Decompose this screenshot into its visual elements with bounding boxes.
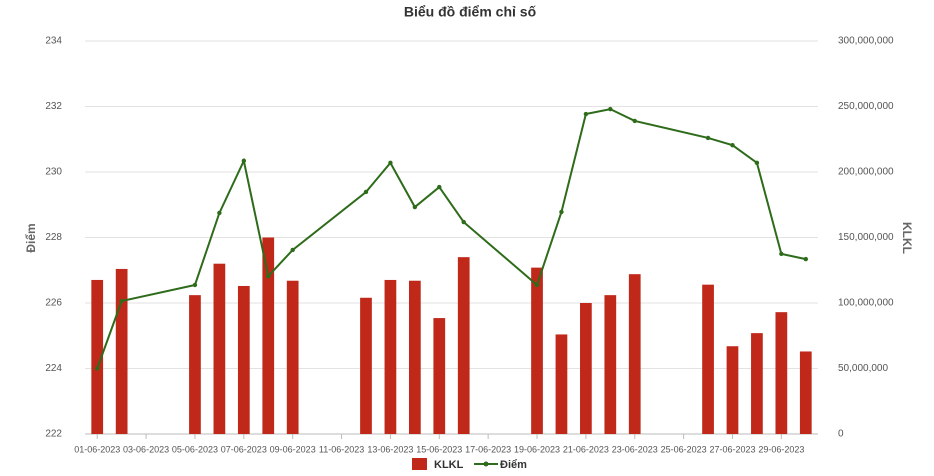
x-tick-label: 17-06-2023: [465, 444, 511, 454]
chart-title: Biểu đồ điểm chỉ số: [404, 4, 537, 20]
bar: [775, 312, 788, 434]
line-point: [534, 282, 540, 288]
x-tick-label: 01-06-2023: [74, 444, 120, 454]
y2-tick-label: 150,000,000: [838, 232, 894, 243]
line-point: [437, 184, 442, 190]
bar: [262, 237, 275, 434]
bar: [531, 267, 543, 434]
y-tick-label: 222: [45, 429, 62, 440]
line-point: [95, 366, 100, 371]
bar: [189, 295, 201, 434]
legend-swatch: [483, 461, 489, 467]
y-tick-label: 234: [45, 36, 62, 47]
line-point: [803, 256, 808, 262]
line-point: [730, 142, 735, 148]
y-tick-label: 226: [45, 298, 62, 309]
x-tick-label: 13-06-2023: [367, 444, 413, 454]
line-point: [461, 219, 466, 225]
line-point: [266, 273, 271, 279]
bar: [286, 280, 299, 434]
bar: [213, 263, 226, 434]
bar: [237, 285, 250, 434]
bar: [604, 295, 617, 434]
x-tick-label: 27-06-2023: [709, 444, 755, 454]
bar: [457, 257, 470, 434]
bar: [408, 280, 421, 434]
x-tick-label: 09-06-2023: [270, 444, 316, 454]
y2-tick-label: 250,000,000: [838, 101, 894, 112]
line-point: [559, 209, 564, 215]
y2-tick-label: 300,000,000: [838, 36, 894, 47]
x-tick-label: 23-06-2023: [612, 444, 658, 454]
legend-label: KLKL: [434, 459, 464, 471]
bar: [751, 333, 763, 434]
x-tick-label: 05-06-2023: [172, 444, 218, 454]
bar: [384, 279, 397, 434]
line-connector: [96, 108, 806, 369]
bar: [799, 351, 812, 434]
line-point: [241, 158, 247, 164]
line-point: [632, 118, 637, 124]
line-point: [412, 204, 418, 210]
line-point: [363, 189, 369, 195]
bar: [726, 346, 739, 434]
bar: [115, 268, 128, 434]
x-tick-label: 29-06-2023: [758, 444, 804, 454]
line-point: [192, 282, 198, 288]
x-tick-label: 21-06-2023: [563, 444, 609, 454]
legend-swatch: [412, 458, 427, 470]
y-tick-label: 232: [45, 101, 62, 112]
y-tick-label: 224: [45, 363, 62, 374]
line-point: [754, 160, 760, 166]
line-point: [608, 106, 613, 112]
bar: [580, 303, 592, 434]
x-tick-label: 07-06-2023: [221, 444, 267, 454]
y2-tick-label: 200,000,000: [838, 167, 894, 178]
y-tick-label: 230: [45, 167, 62, 178]
bar: [433, 318, 446, 434]
bar: [555, 334, 568, 434]
x-tick-label: 25-06-2023: [661, 444, 707, 454]
bar: [702, 284, 714, 434]
y2-tick-label: 0: [838, 429, 844, 440]
y2-axis-title: KLKL: [900, 222, 914, 254]
line-point: [779, 251, 784, 257]
line-point: [290, 247, 295, 253]
legend-label: Điểm: [500, 459, 527, 471]
y2-tick-label: 100,000,000: [838, 298, 894, 309]
bar: [628, 274, 641, 434]
line-point: [583, 111, 589, 117]
x-tick-label: 11-06-2023: [319, 444, 364, 454]
line-point: [119, 298, 124, 304]
x-tick-label: 15-06-2023: [416, 444, 462, 454]
x-tick-label: 03-06-2023: [123, 444, 169, 454]
y-axis-title: Điểm: [24, 223, 38, 252]
line-point: [705, 135, 711, 141]
y-tick-label: 228: [45, 232, 62, 243]
bar: [360, 297, 372, 434]
bar: [91, 279, 104, 434]
y2-tick-label: 50,000,000: [838, 363, 888, 374]
x-tick-label: 19-06-2023: [514, 444, 560, 454]
line-point: [388, 160, 393, 166]
line-point: [217, 210, 222, 216]
